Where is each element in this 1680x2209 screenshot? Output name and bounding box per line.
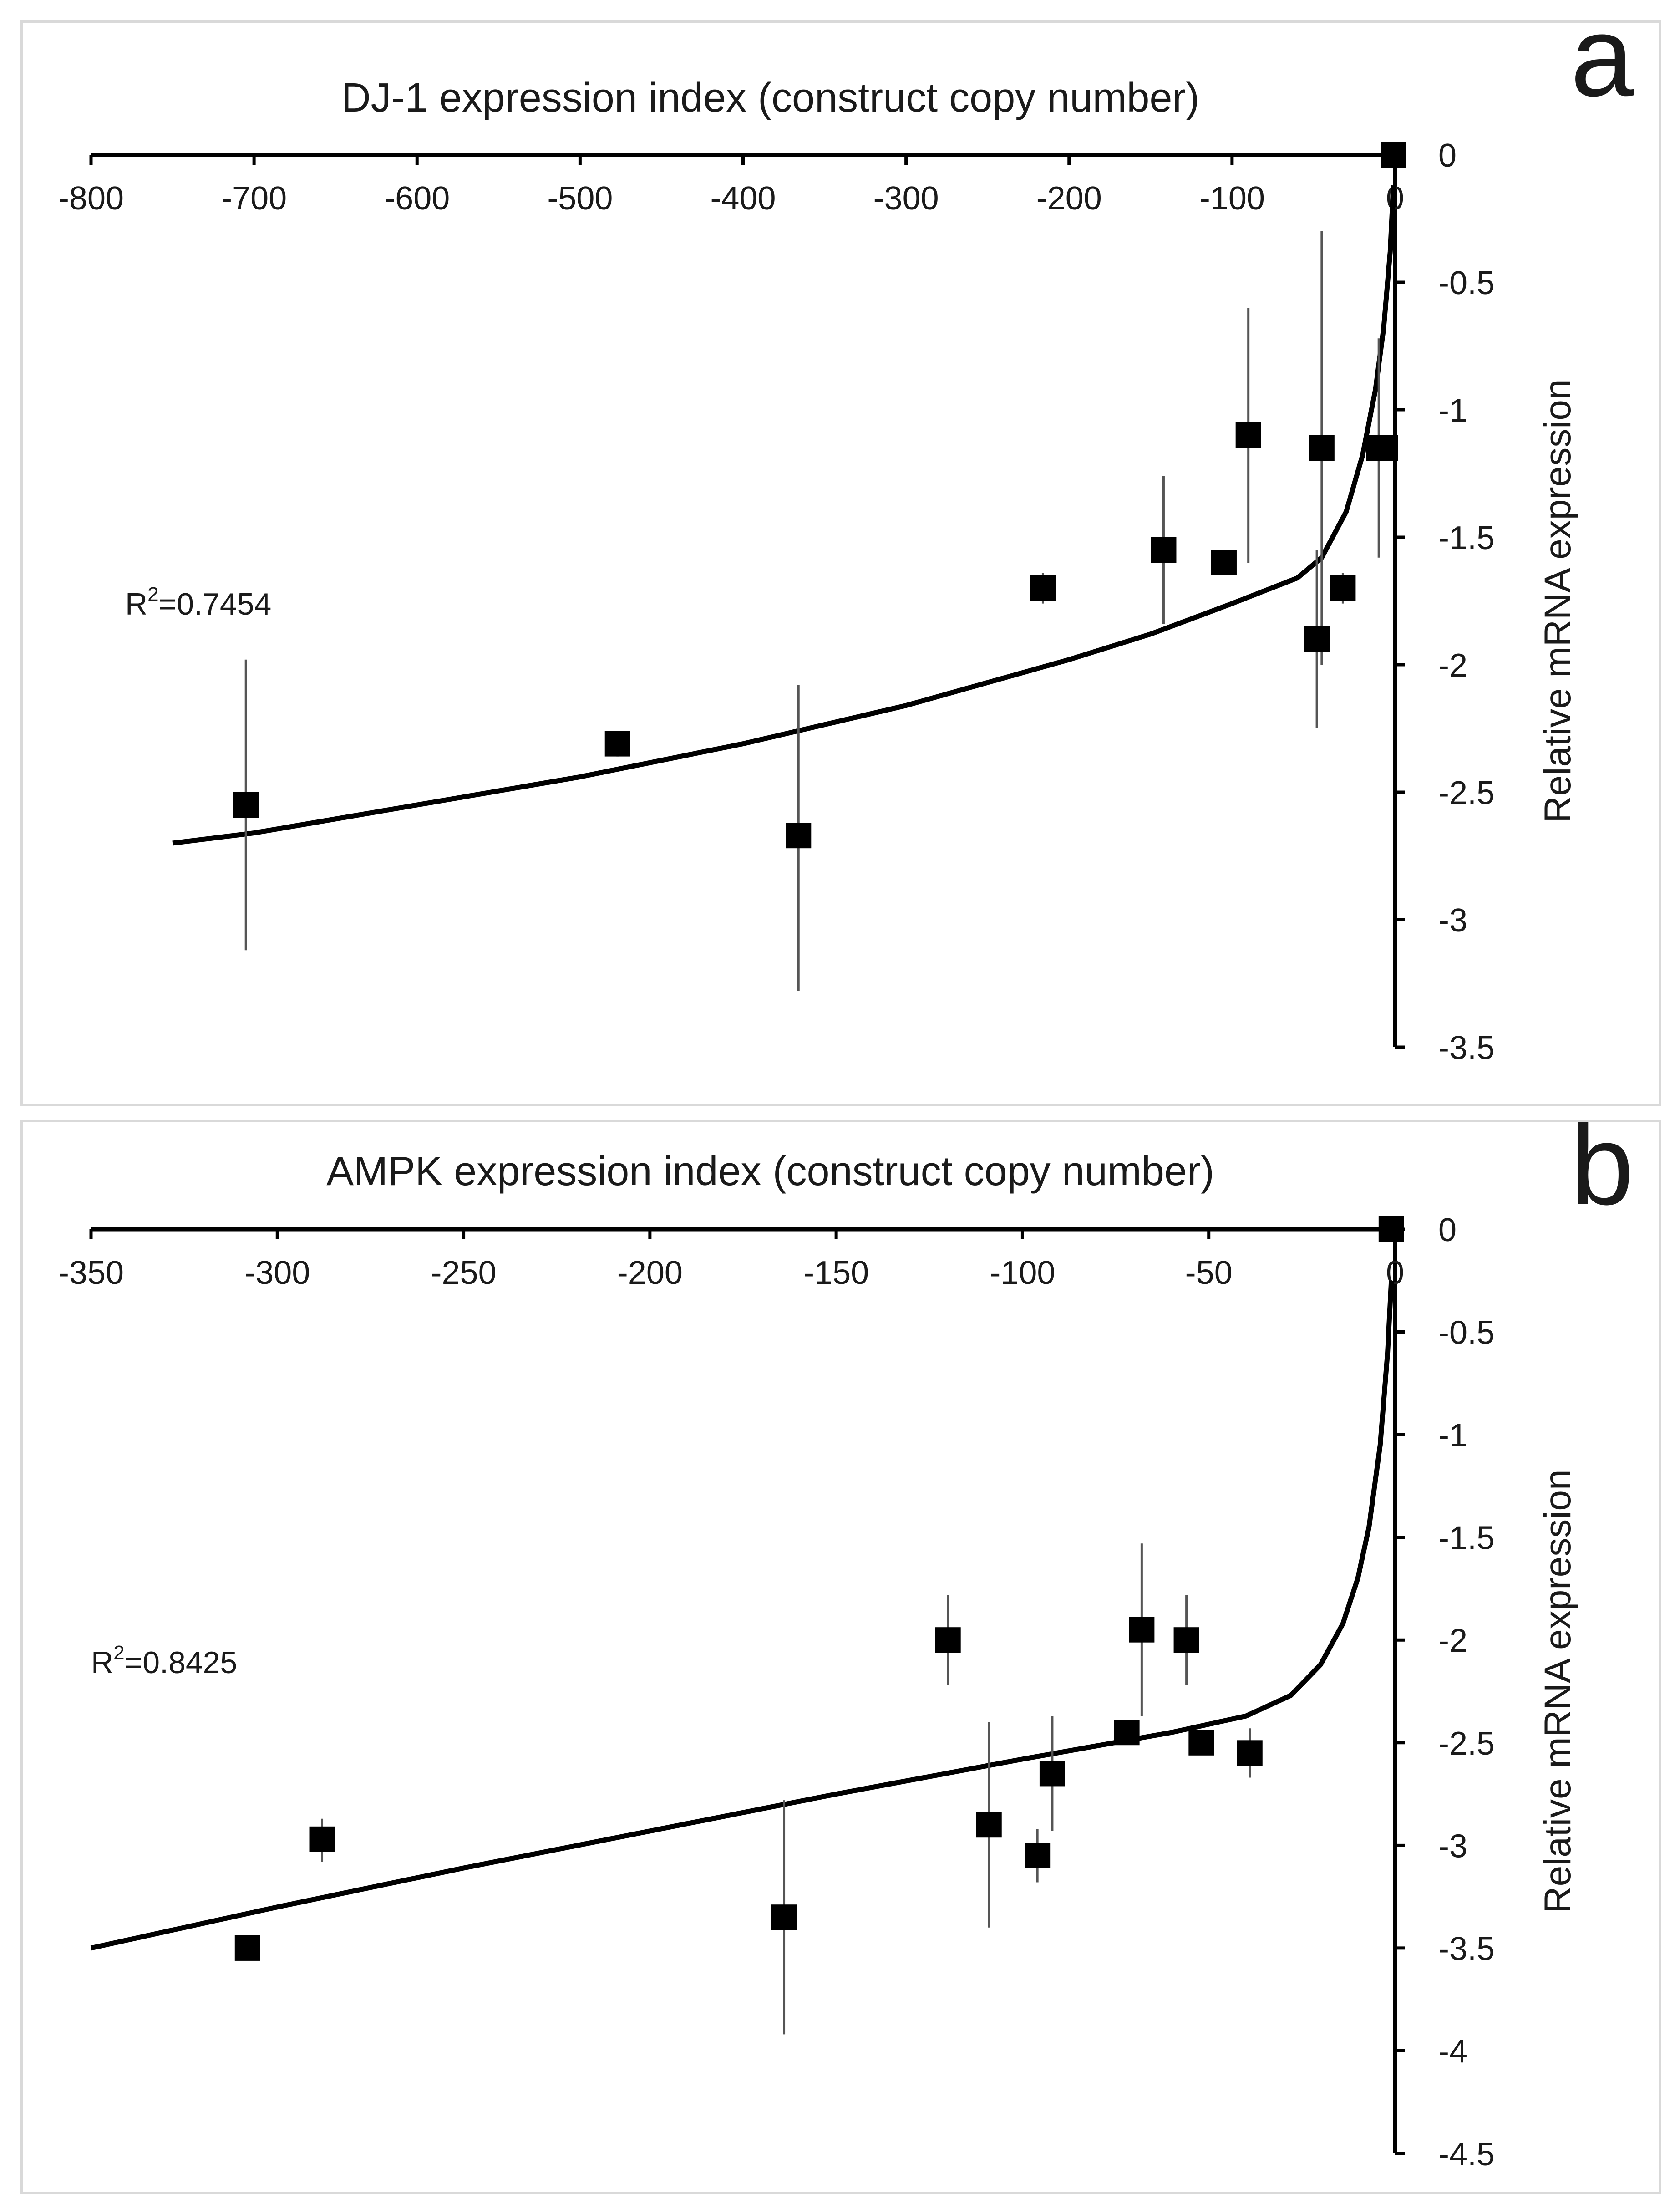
r-squared-annotation: R2=0.7454 <box>125 583 271 621</box>
r-squared-superscript: 2 <box>113 1642 124 1664</box>
x-tick-label: -50 <box>1185 1255 1233 1291</box>
data-point <box>1151 537 1177 563</box>
panel-label: a <box>1570 23 1634 120</box>
y-tick-label: -1.5 <box>1438 1520 1495 1557</box>
data-point <box>935 1627 961 1653</box>
x-tick-label: -100 <box>1199 180 1265 217</box>
data-point <box>1211 550 1237 575</box>
y-axis-title: Relative mRNA expression <box>1537 379 1578 823</box>
r-squared-value: =0.8425 <box>125 1645 238 1680</box>
x-tick-label: -700 <box>221 180 287 217</box>
x-tick-label: -250 <box>431 1255 497 1291</box>
data-point <box>1381 142 1406 168</box>
x-tick-label: -600 <box>384 180 450 217</box>
data-point <box>1039 1761 1065 1787</box>
x-tick-label: -300 <box>873 180 939 217</box>
y-tick-label: -2 <box>1438 1623 1467 1659</box>
data-point <box>1173 1627 1199 1653</box>
y-tick-label: -2.5 <box>1438 775 1495 811</box>
data-point <box>1304 626 1330 652</box>
x-tick-label: -100 <box>990 1255 1055 1291</box>
panel-label: b <box>1570 1122 1634 1228</box>
data-point <box>1235 422 1261 448</box>
x-tick-label: -150 <box>803 1255 869 1291</box>
y-tick-label: -3 <box>1438 902 1467 939</box>
x-tick-label: -200 <box>617 1255 683 1291</box>
chart-panel-a: DJ-1 expression index (construct copy nu… <box>20 20 1661 1106</box>
data-point <box>233 792 259 818</box>
data-point <box>771 1904 797 1930</box>
y-tick-label: -2 <box>1438 647 1467 684</box>
data-point <box>786 823 812 849</box>
y-tick-label: -4 <box>1438 2033 1467 2070</box>
r-squared-symbol: R <box>91 1645 113 1680</box>
data-point <box>976 1812 1002 1838</box>
x-tick-label: -350 <box>58 1255 124 1291</box>
x-tick-label: -400 <box>710 180 776 217</box>
y-tick-label: 0 <box>1438 137 1457 174</box>
data-point <box>1372 435 1398 461</box>
x-tick-label: -200 <box>1036 180 1102 217</box>
r-squared-symbol: R <box>125 587 147 621</box>
data-point <box>309 1826 335 1852</box>
trendline <box>172 185 1396 846</box>
chart-a-svg: DJ-1 expression index (construct copy nu… <box>58 23 1634 1066</box>
y-tick-label: -3.5 <box>1438 1931 1495 1967</box>
y-tick-label: -4.5 <box>1438 2136 1495 2173</box>
data-point <box>1309 435 1335 461</box>
y-tick-label: -1 <box>1438 1417 1467 1454</box>
r-squared-superscript: 2 <box>147 583 158 606</box>
data-point <box>234 1935 260 1961</box>
y-tick-label: 0 <box>1438 1212 1457 1248</box>
data-point <box>1030 575 1056 601</box>
data-point <box>1330 575 1356 601</box>
y-tick-label: -1.5 <box>1438 520 1495 556</box>
y-axis-title: Relative mRNA expression <box>1537 1469 1578 1913</box>
trendline <box>90 1280 1394 1951</box>
chart-title: DJ-1 expression index (construct copy nu… <box>341 75 1200 121</box>
y-tick-label: -3 <box>1438 1828 1467 1864</box>
x-tick-label: -300 <box>244 1255 310 1291</box>
y-tick-label: -1 <box>1438 392 1467 429</box>
data-point <box>1129 1617 1155 1643</box>
chart-b-svg: AMPK expression index (construct copy nu… <box>58 1122 1634 2173</box>
x-tick-label: -500 <box>547 180 613 217</box>
data-point <box>1188 1730 1214 1756</box>
y-tick-label: -0.5 <box>1438 265 1495 301</box>
data-point <box>1378 1216 1404 1242</box>
chart-title: AMPK expression index (construct copy nu… <box>326 1149 1214 1194</box>
y-tick-label: -3.5 <box>1438 1030 1495 1066</box>
r-squared-annotation: R2=0.8425 <box>91 1642 237 1680</box>
y-tick-label: -0.5 <box>1438 1315 1495 1351</box>
data-point <box>1114 1720 1140 1746</box>
data-point <box>1237 1740 1263 1766</box>
r-squared-value: =0.7454 <box>159 587 272 621</box>
data-point <box>604 731 630 757</box>
x-tick-label: -800 <box>58 180 124 217</box>
chart-panel-b: AMPK expression index (construct copy nu… <box>20 1120 1661 2194</box>
y-tick-label: -2.5 <box>1438 1725 1495 1762</box>
data-point <box>1025 1843 1051 1868</box>
